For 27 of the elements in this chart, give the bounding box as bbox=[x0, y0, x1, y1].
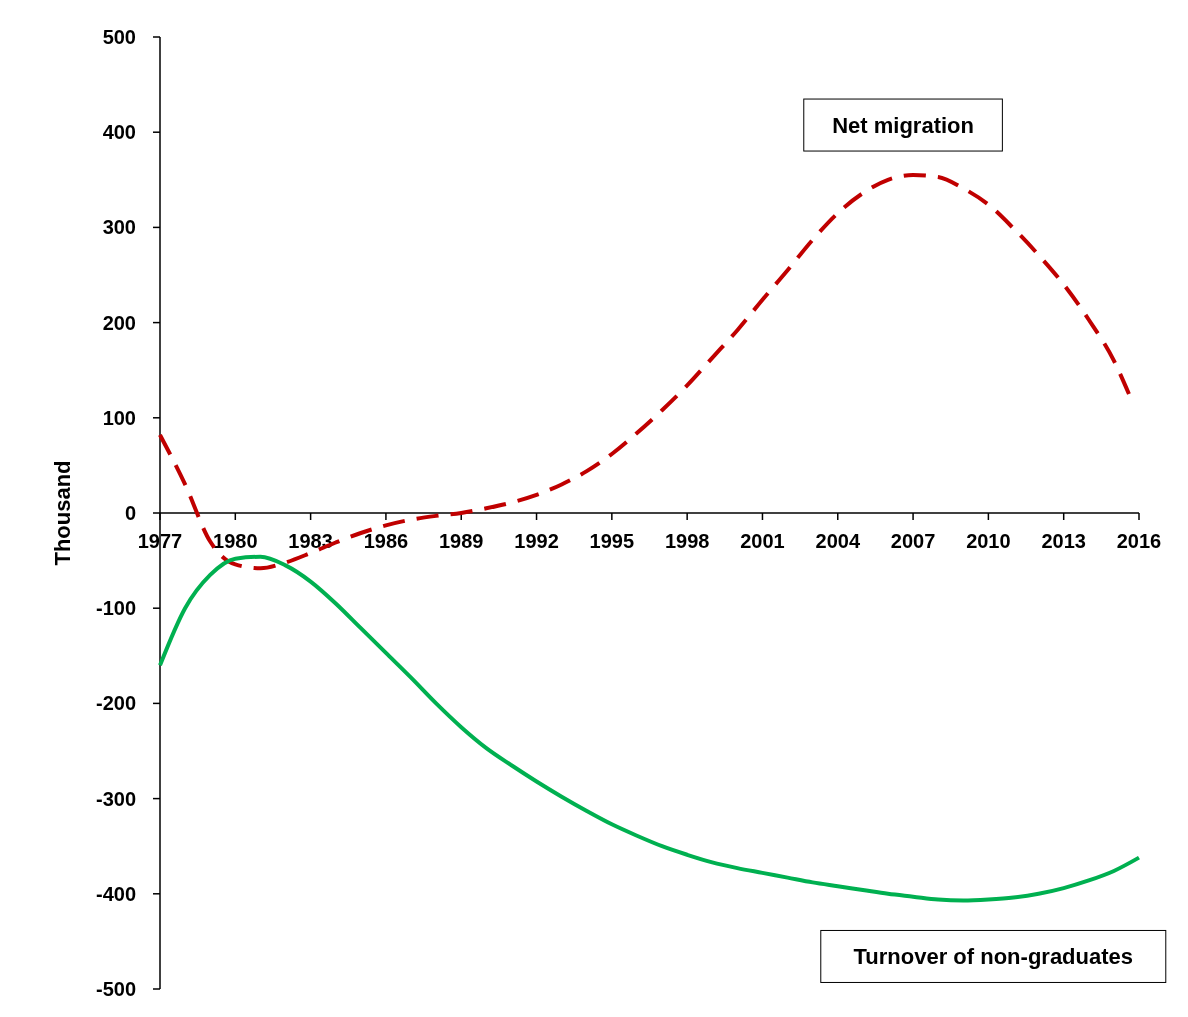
x-tick-label: 1986 bbox=[363, 530, 409, 552]
y-axis-title: Thousand bbox=[50, 460, 75, 566]
text: Turnover of non-graduates bbox=[853, 943, 1134, 969]
x-tick-label: 2007 bbox=[890, 530, 936, 552]
x-tick-label: 2010 bbox=[966, 530, 1011, 552]
y-tick-label: 500 bbox=[102, 26, 136, 48]
x-tick-label: 2004 bbox=[815, 530, 861, 552]
y-tick-label: -200 bbox=[95, 692, 136, 715]
y-tick-label: -300 bbox=[95, 787, 136, 810]
y-tick-label: -400 bbox=[95, 882, 136, 905]
y-tick-label: 100 bbox=[102, 406, 136, 429]
y-tick-label: 400 bbox=[102, 121, 136, 144]
y-tick-label: -100 bbox=[95, 597, 136, 620]
x-tick-label: 2001 bbox=[740, 530, 785, 552]
y-tick-label: 300 bbox=[102, 216, 136, 239]
y-tick-label: 200 bbox=[102, 311, 136, 334]
text: Net migration bbox=[832, 112, 974, 138]
x-tick-label: 1989 bbox=[438, 530, 484, 552]
x-tick-label: 2016 bbox=[1116, 530, 1162, 552]
y-tick-label: 0 bbox=[124, 502, 136, 524]
x-tick-label: 1995 bbox=[589, 530, 635, 552]
line-series bbox=[158, 554, 1141, 903]
x-tick-label: 1998 bbox=[664, 530, 710, 552]
x-tick-label: 1980 bbox=[213, 530, 258, 552]
x-tick-label: 1992 bbox=[514, 530, 559, 552]
x-tick-label: 2013 bbox=[1041, 530, 1086, 552]
y-tick-label: -500 bbox=[95, 978, 136, 1000]
